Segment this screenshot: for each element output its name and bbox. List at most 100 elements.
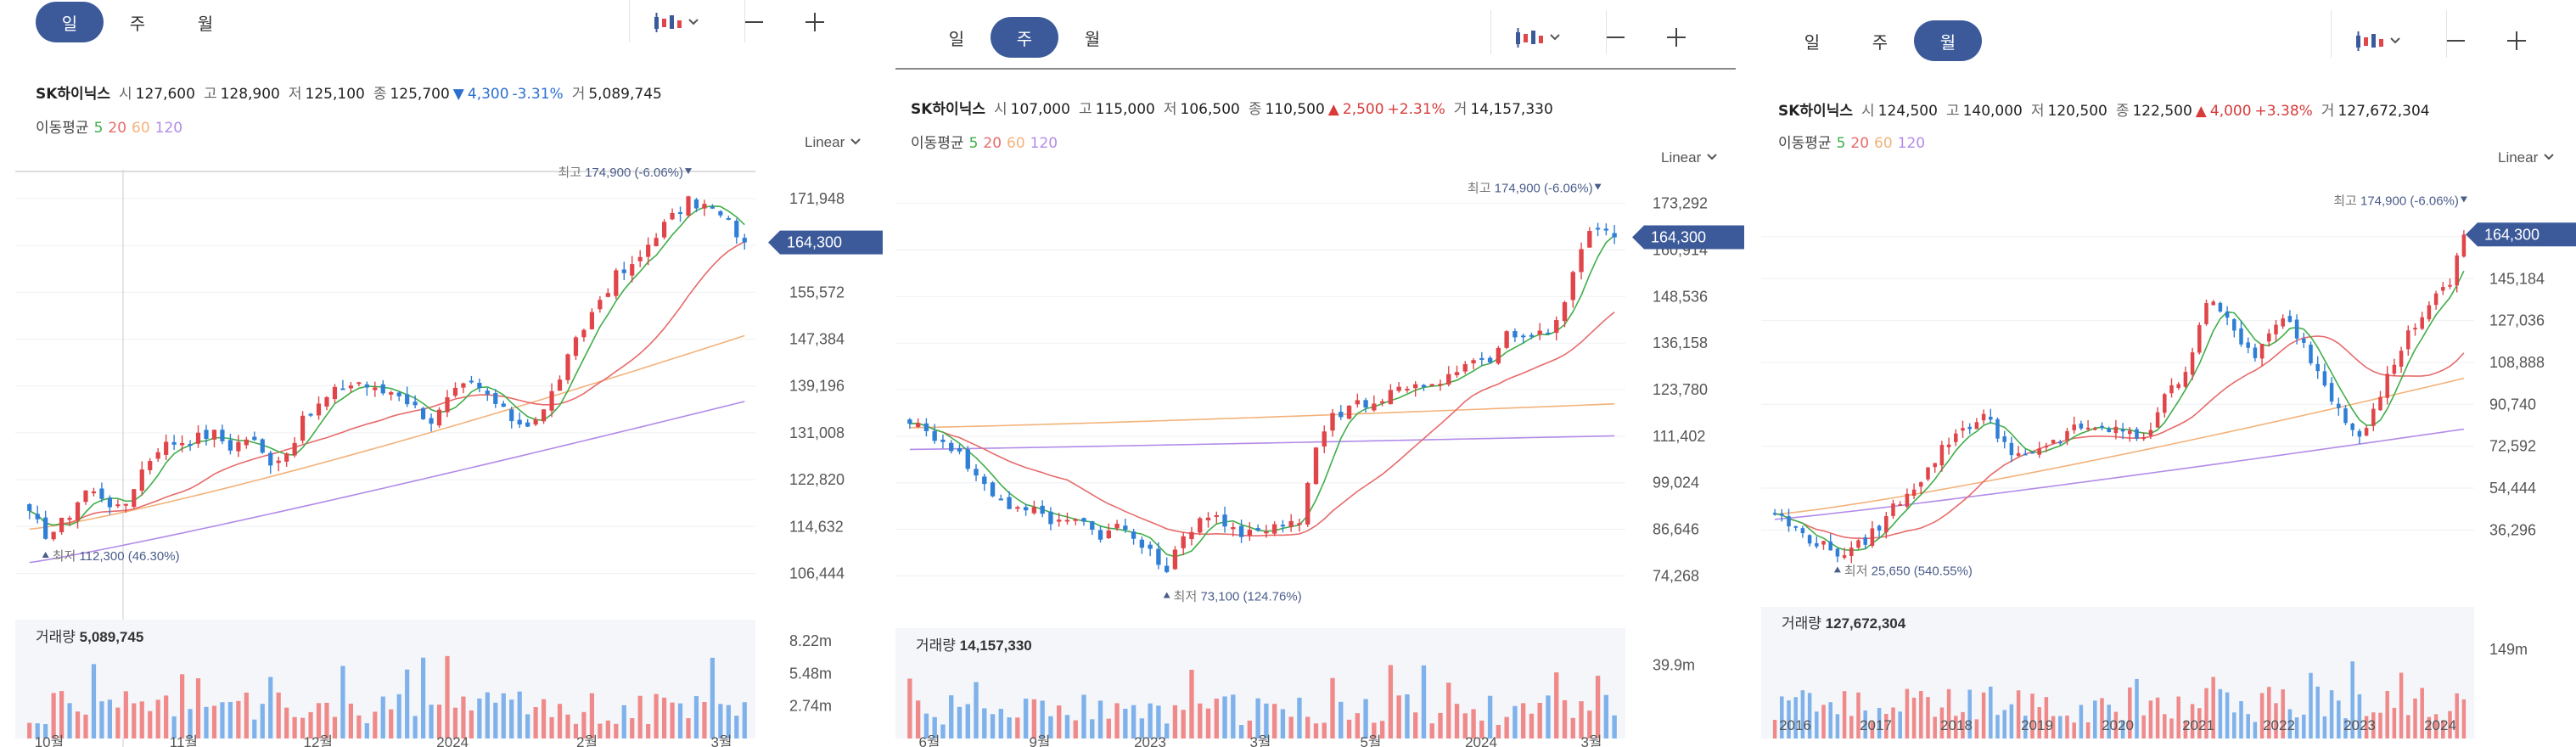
candle-body: [2371, 408, 2376, 426]
candle-body: [2051, 440, 2056, 444]
x-tick-label: 6월: [918, 734, 940, 747]
volume-bar: [1322, 722, 1327, 739]
zoom-in-button[interactable]: [2486, 19, 2547, 63]
scale-dropdown[interactable]: Linear: [1661, 149, 1719, 166]
low-value: 73,100 (124.76%): [1197, 590, 1301, 604]
candle-body: [1007, 497, 1012, 509]
candle-body: [1828, 541, 1832, 551]
volume-bar: [2267, 687, 2271, 739]
volume-bar: [2120, 720, 2125, 739]
volume-bar: [1405, 694, 1410, 739]
candle-body: [614, 270, 619, 296]
candle-body: [2093, 428, 2097, 430]
volume-bar: [1231, 694, 1236, 739]
open-label: 시: [1860, 103, 1875, 120]
volume-bar: [1164, 723, 1170, 739]
candle-body: [2448, 284, 2452, 287]
price-chart[interactable]: 171,948163,760155,572147,384139,196131,0…: [0, 0, 887, 747]
volume-bar: [614, 723, 619, 739]
candle-body: [1780, 514, 1784, 516]
zoom-out-button[interactable]: [2425, 19, 2486, 63]
current-price-label: 164,300: [2484, 226, 2540, 243]
ma60-label: 60: [132, 120, 150, 137]
chart-type-button[interactable]: [1491, 15, 1585, 59]
candle-body: [1898, 503, 1902, 506]
volume-bar: [2371, 712, 2376, 739]
candle-body: [1870, 528, 1875, 546]
volume-bar: [2037, 707, 2041, 739]
volume-bar: [1807, 693, 1812, 739]
volume-bar: [452, 707, 458, 739]
candle-body: [2023, 453, 2028, 456]
price-chart[interactable]: 173,292160,914148,536136,158123,780111,4…: [895, 0, 1744, 747]
candle-body: [1446, 374, 1451, 385]
candle-body: [477, 383, 482, 389]
divider: [1606, 10, 1607, 54]
tab-week[interactable]: 주: [991, 17, 1058, 58]
volume-bar: [27, 722, 32, 739]
scale-dropdown[interactable]: Linear: [805, 134, 862, 151]
volume-bar: [268, 677, 273, 739]
volume-bar: [1438, 712, 1443, 739]
volume-bar: [244, 692, 249, 739]
candle-body: [661, 222, 667, 238]
zoom-out-button[interactable]: [1585, 15, 1646, 59]
tab-day[interactable]: 일: [36, 2, 104, 42]
candle-body: [244, 439, 249, 446]
zoom-out-button[interactable]: [723, 0, 784, 44]
scale-label: Linear: [2498, 149, 2539, 166]
candle-body: [1148, 544, 1153, 549]
volume-bar: [637, 695, 643, 739]
candle-body: [565, 354, 570, 380]
y-tick-label: 171,948: [789, 190, 845, 207]
candle-body: [630, 264, 635, 276]
volume-bar: [710, 657, 716, 739]
ma20-label: 20: [1850, 135, 1870, 152]
volume-bar: [132, 703, 137, 739]
volume-bar: [2287, 709, 2293, 739]
volume-bar: [686, 718, 691, 739]
volume-bar: [139, 701, 144, 739]
tab-month[interactable]: 월: [1084, 28, 1101, 49]
volume-bar: [1015, 717, 1020, 739]
volume-tick-label: 5.48m: [789, 665, 832, 682]
volume-bar: [915, 700, 921, 739]
candle-body: [1587, 231, 1592, 248]
tab-week[interactable]: 주: [129, 13, 146, 34]
tab-week[interactable]: 주: [1872, 31, 1889, 53]
volume-bar: [957, 706, 962, 739]
high-value: 128,900: [220, 86, 280, 103]
volume-bar: [2155, 697, 2160, 739]
volume-label: 거: [2321, 103, 2335, 120]
candle-body: [67, 518, 72, 520]
candle-body: [1546, 332, 1551, 334]
scale-dropdown[interactable]: Linear: [2498, 149, 2556, 166]
toolbar: 일 주 월: [895, 10, 1744, 59]
zoom-in-button[interactable]: [784, 0, 845, 44]
volume-bar: [2315, 686, 2320, 739]
volume-bar: [2294, 717, 2299, 739]
zoom-in-button[interactable]: [1646, 15, 1707, 59]
candle-body: [1911, 489, 1917, 497]
chart-type-button[interactable]: [630, 0, 723, 44]
tab-month[interactable]: 월: [197, 13, 214, 34]
tab-day[interactable]: 일: [948, 28, 965, 49]
volume-bar: [308, 711, 313, 739]
price-chart[interactable]: 163,332145,184127,036108,88890,74072,592…: [1761, 0, 2576, 747]
y-tick-label: 136,158: [1653, 334, 1708, 351]
volume-bar: [932, 716, 937, 739]
volume-bar: [1040, 700, 1045, 739]
candle-body: [1123, 525, 1128, 531]
tab-day[interactable]: 일: [1804, 31, 1821, 53]
candle-body: [2218, 302, 2223, 312]
volume-bar: [2051, 716, 2056, 739]
candle-body: [1787, 516, 1791, 527]
chart-type-button[interactable]: [2332, 19, 2425, 63]
candle-body: [1405, 388, 1410, 390]
divider: [1490, 10, 1491, 54]
tab-month[interactable]: 월: [1914, 20, 1982, 61]
candle-body: [1396, 386, 1401, 391]
volume-bar: [670, 702, 675, 739]
volume-bar: [1090, 719, 1095, 739]
volume-bar: [1842, 691, 1847, 739]
